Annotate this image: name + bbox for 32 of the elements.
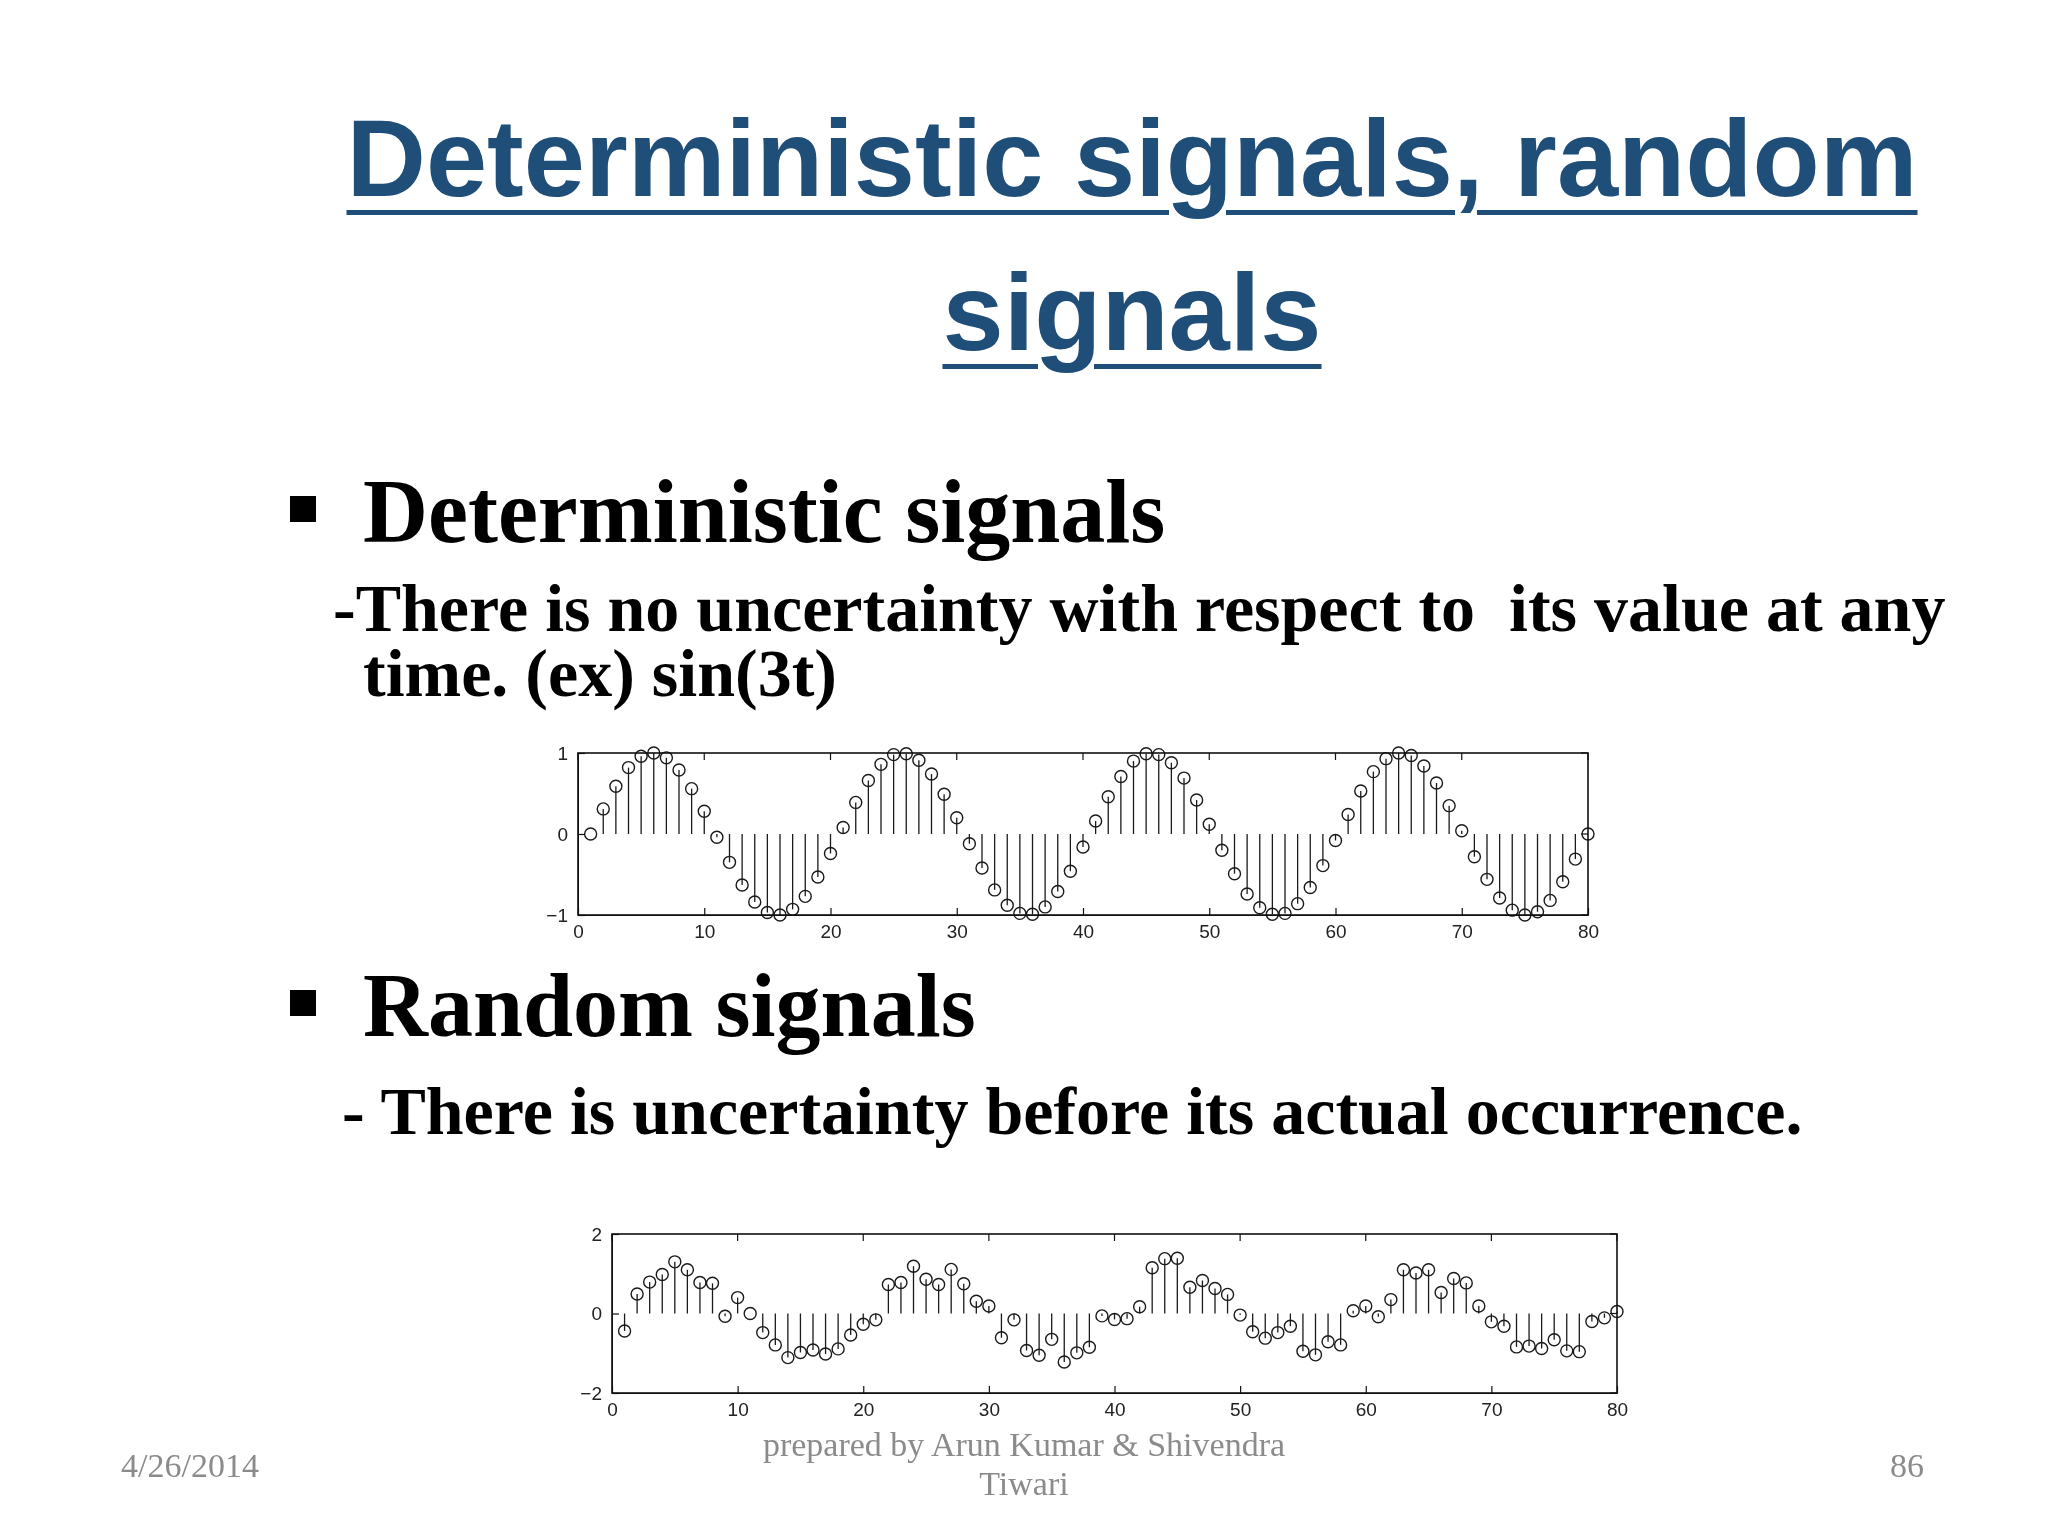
chart-title: Random signals [363,955,977,1056]
chart-subtitle: Deterministic signals [363,461,1167,562]
x-tick-label: 50 [1230,1399,1252,1421]
y-tick-label: 2 [591,1223,602,1245]
y-tick-label: 0 [557,823,568,845]
x-tick-label: 60 [1325,921,1347,943]
y-tick-label: −1 [546,904,568,926]
y-tick-label: 1 [557,742,568,764]
text: 4/26/2014 [121,1446,260,1486]
x-tick-label: 20 [820,921,842,943]
x-tick-label: 10 [727,1399,749,1421]
x-tick-label: 60 [1355,1399,1377,1421]
y-tick-label: −2 [580,1382,602,1404]
x-tick-label: 30 [946,921,968,943]
x-tick-label: 20 [853,1399,875,1421]
x-tick-label: 80 [1577,921,1600,943]
x-tick-label: 30 [978,1399,1000,1421]
x-tick-label: 70 [1481,1399,1503,1421]
x-tick-label: 40 [1072,921,1095,943]
chart-subtitle: - There is uncertainty before its actual occurrence. [342,1072,1804,1149]
x-tick-label: 0 [607,1399,618,1421]
x-tick-label: 80 [1606,1399,1629,1421]
chart-title: Deterministic signals, random signals [345,94,1919,375]
x-tick-label: 40 [1104,1399,1126,1421]
text: prepared by Arun Kumar & Shivendra Tiwari [761,1425,1287,1504]
x-tick-label: 50 [1199,921,1221,943]
x-tick-label: 0 [573,921,584,943]
x-tick-label: 10 [694,921,716,943]
text: -There is no uncertainty with respect to its value at any time. (ex) sin(3t) [333,569,1947,711]
y-tick-label: 0 [591,1303,602,1325]
x-tick-label: 70 [1451,921,1473,943]
text: 86 [1889,1446,1924,1486]
